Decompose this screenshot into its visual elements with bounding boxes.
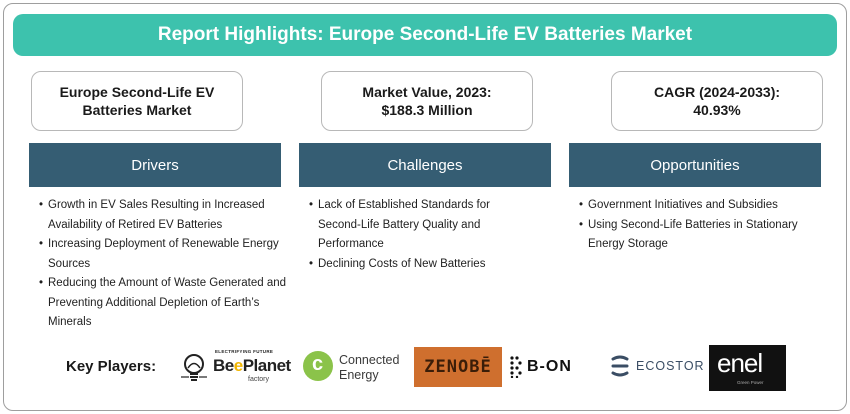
ecostor-mark-icon xyxy=(611,355,629,377)
enel-name: enel xyxy=(717,348,763,378)
beeplanet-name: BeePlanet xyxy=(213,356,291,376)
connected-energy-line1: Connected xyxy=(339,353,400,367)
list-item: Reducing the Amount of Waste Generated a… xyxy=(39,274,287,333)
lightbulb-icon xyxy=(181,354,207,381)
metric-market-name: Europe Second-Life EV Batteries Market xyxy=(31,71,243,131)
page-title: Report Highlights: Europe Second-Life EV… xyxy=(13,14,837,56)
metric-cagr: CAGR (2024-2033): 40.93% xyxy=(611,71,823,131)
beeplanet-name-part: Planet xyxy=(242,356,292,375)
list-item: Increasing Deployment of Renewable Energ… xyxy=(39,235,287,274)
enel-logo: enel Green Power xyxy=(709,345,786,391)
metric-line: Batteries Market xyxy=(82,102,192,118)
list-item: Government Initiatives and Subsidies xyxy=(579,196,819,216)
zenobe-logo: ZENOBĒ xyxy=(414,347,502,387)
opportunities-header: Opportunities xyxy=(569,143,821,187)
metric-line: Europe Second-Life EV xyxy=(59,84,215,100)
list-item: Using Second-Life Batteries in Stationar… xyxy=(579,216,819,255)
b-on-name: B-ON xyxy=(527,358,572,375)
metric-market-value: Market Value, 2023: $188.3 Million xyxy=(321,71,533,131)
dot-grid-icon xyxy=(510,356,522,378)
b-on-logo: B-ON xyxy=(507,347,595,387)
beeplanet-name-accent: e xyxy=(233,356,243,375)
challenges-header: Challenges xyxy=(299,143,551,187)
list-item: Declining Costs of New Batteries xyxy=(309,255,527,275)
metric-value: $188.3 Million xyxy=(381,102,473,118)
challenges-list: Lack of Established Standards for Second… xyxy=(309,196,527,274)
zenobe-name: ZENOBĒ xyxy=(424,357,492,377)
ecostor-name: ECOSTOR xyxy=(636,359,705,373)
beeplanet-logo: ELECTRIFYING FUTURE BeePlanet factory xyxy=(175,345,291,389)
metric-line: Market Value, 2023: xyxy=(362,84,492,100)
c-circle-icon xyxy=(303,351,333,381)
connected-energy-line2: Energy xyxy=(339,368,379,382)
drivers-header: Drivers xyxy=(29,143,281,187)
beeplanet-tagline: ELECTRIFYING FUTURE xyxy=(215,349,274,354)
enel-sub: Green Power xyxy=(737,380,764,385)
metric-line: CAGR (2024-2033): xyxy=(653,84,781,100)
opportunities-list: Government Initiatives and Subsidies Usi… xyxy=(579,196,819,255)
ecostor-logo: ECOSTOR xyxy=(610,345,705,389)
beeplanet-name-part: Be xyxy=(213,356,234,375)
metric-value: 40.93% xyxy=(693,102,741,118)
beeplanet-sub: factory xyxy=(248,376,270,383)
connected-energy-logo: Connected Energy xyxy=(303,345,407,389)
drivers-list: Growth in EV Sales Resulting in Increase… xyxy=(39,196,287,333)
list-item: Growth in EV Sales Resulting in Increase… xyxy=(39,196,287,235)
key-players-label: Key Players: xyxy=(66,358,157,375)
list-item: Lack of Established Standards for Second… xyxy=(309,196,527,255)
